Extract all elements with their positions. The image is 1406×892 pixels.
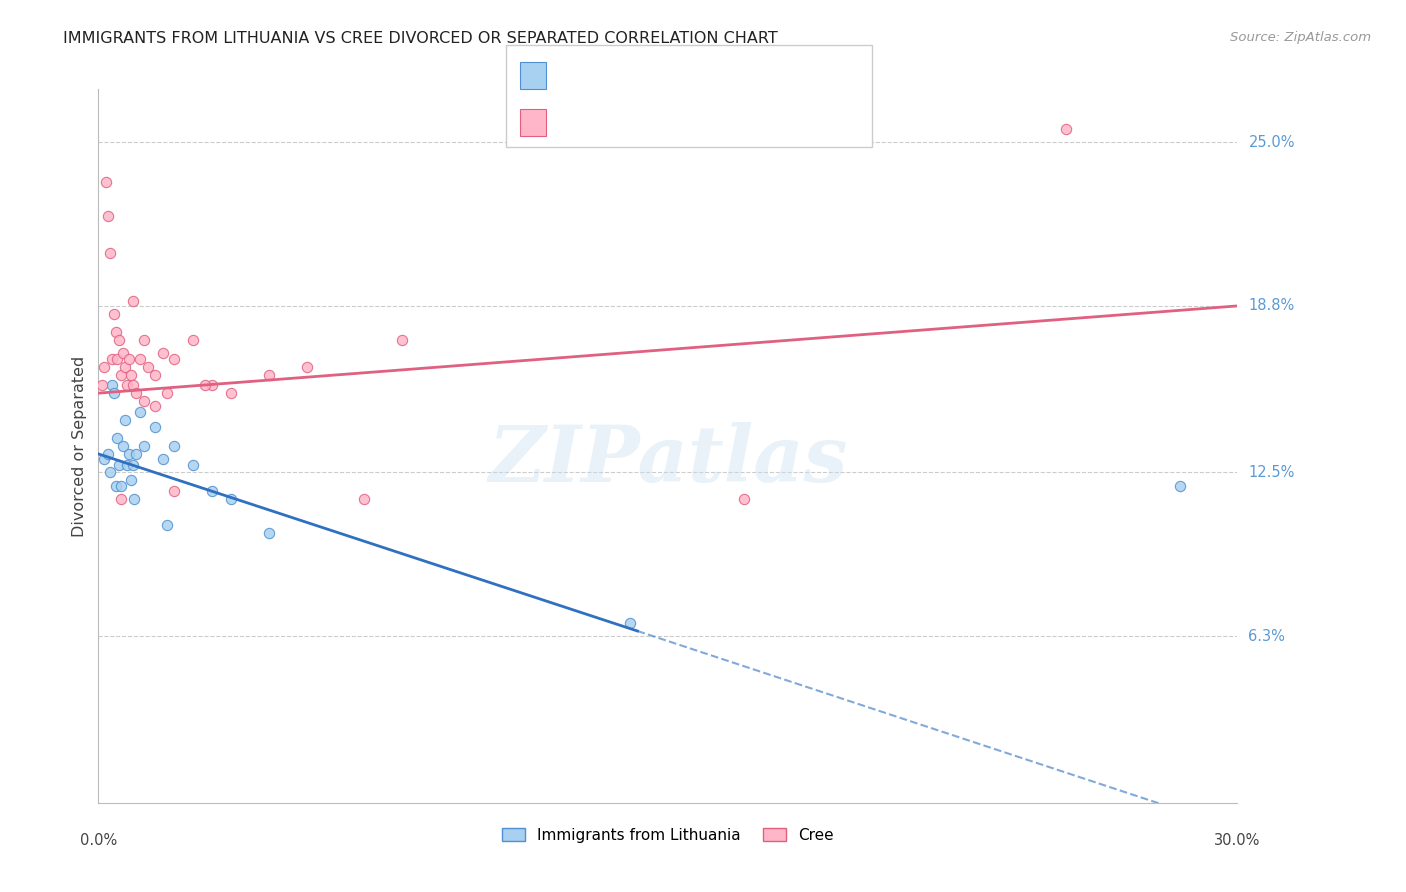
Text: Source: ZipAtlas.com: Source: ZipAtlas.com <box>1230 31 1371 45</box>
Point <box>201 483 224 498</box>
Y-axis label: Divorced or Separated: Divorced or Separated <box>72 355 87 537</box>
Point <box>163 483 186 498</box>
Point <box>145 420 167 434</box>
Point <box>104 326 127 340</box>
Text: 12.5%: 12.5% <box>1249 465 1295 480</box>
Point <box>201 378 224 392</box>
Text: IMMIGRANTS FROM LITHUANIA VS CREE DIVORCED OR SEPARATED CORRELATION CHART: IMMIGRANTS FROM LITHUANIA VS CREE DIVORC… <box>63 31 778 46</box>
Point <box>353 491 375 506</box>
Legend: Immigrants from Lithuania, Cree: Immigrants from Lithuania, Cree <box>495 822 841 848</box>
Point <box>163 351 186 366</box>
Point <box>136 359 159 374</box>
Point <box>107 351 129 366</box>
Point <box>112 346 135 360</box>
Point <box>103 386 125 401</box>
Point <box>114 359 136 374</box>
Point <box>132 333 155 347</box>
Point <box>100 351 122 366</box>
Text: 18.8%: 18.8% <box>1249 299 1295 313</box>
Text: 25.0%: 25.0% <box>1249 135 1295 150</box>
Point <box>132 394 155 409</box>
Point <box>145 400 167 414</box>
Point <box>1054 121 1078 136</box>
Text: 29: 29 <box>730 70 749 85</box>
Point <box>183 458 205 472</box>
Point <box>94 175 117 189</box>
Point <box>112 439 135 453</box>
Point <box>93 359 115 374</box>
Point <box>145 368 167 382</box>
Point <box>152 346 174 360</box>
Text: R =: R = <box>554 117 592 132</box>
Point <box>110 491 132 506</box>
Point <box>118 351 141 366</box>
Point <box>124 491 146 506</box>
Point <box>110 368 132 382</box>
Point <box>221 386 243 401</box>
Point <box>121 378 143 392</box>
Point <box>125 447 148 461</box>
Point <box>1170 478 1192 492</box>
Point <box>108 458 131 472</box>
Point <box>194 378 217 392</box>
Point <box>619 616 641 631</box>
Point <box>104 478 127 492</box>
Point <box>108 333 131 347</box>
Point <box>98 246 121 260</box>
Point <box>91 378 114 392</box>
Point <box>118 447 141 461</box>
Point <box>259 526 281 541</box>
Point <box>103 307 125 321</box>
Text: 0.227: 0.227 <box>596 117 640 132</box>
Point <box>121 293 143 308</box>
Point <box>110 478 132 492</box>
Point <box>129 351 152 366</box>
Text: 0.0%: 0.0% <box>80 833 117 848</box>
Point <box>391 333 413 347</box>
Point <box>97 209 120 223</box>
Text: 30.0%: 30.0% <box>1215 833 1260 848</box>
Point <box>733 491 755 506</box>
Point <box>152 452 174 467</box>
Point <box>98 466 121 480</box>
Point <box>107 431 129 445</box>
Point <box>156 386 179 401</box>
Point <box>121 458 143 472</box>
Point <box>132 439 155 453</box>
Point <box>115 378 138 392</box>
Text: 6.3%: 6.3% <box>1249 629 1285 644</box>
Point <box>100 378 122 392</box>
Point <box>114 412 136 426</box>
Point <box>221 491 243 506</box>
Text: -0.548: -0.548 <box>596 70 645 85</box>
Text: ZIPatlas: ZIPatlas <box>488 422 848 499</box>
Point <box>156 518 179 533</box>
Point <box>163 439 186 453</box>
Point <box>259 368 281 382</box>
Text: N =: N = <box>672 70 716 85</box>
Text: N =: N = <box>672 117 716 132</box>
Point <box>97 447 120 461</box>
Text: R =: R = <box>554 70 588 85</box>
Point <box>120 474 142 488</box>
Point <box>115 458 138 472</box>
Point <box>129 404 152 418</box>
Point <box>297 359 319 374</box>
Point <box>93 452 115 467</box>
Point <box>120 368 142 382</box>
Point <box>183 333 205 347</box>
Text: 40: 40 <box>730 117 749 132</box>
Point <box>125 386 148 401</box>
